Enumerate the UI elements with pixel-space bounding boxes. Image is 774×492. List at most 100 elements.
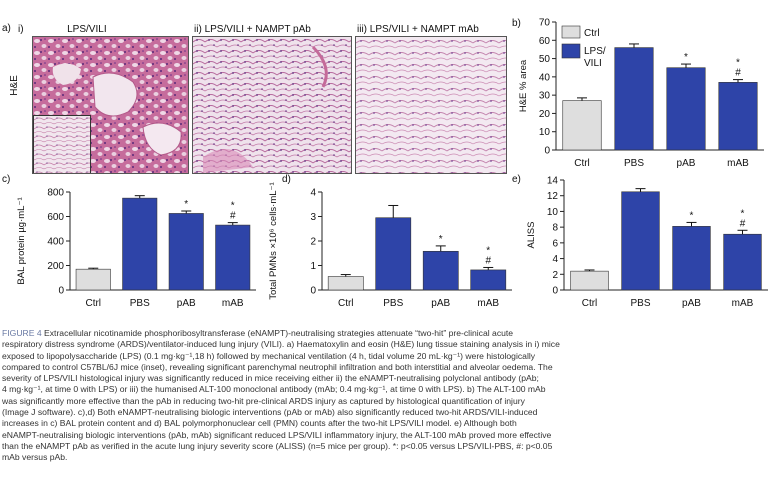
bar (422, 250, 459, 291)
panel-label: c) (2, 174, 10, 185)
panel-label: b) (512, 18, 521, 29)
legend-swatch-lps (561, 43, 581, 59)
y-axis-label: H&E % area (518, 59, 529, 112)
y-tick-label: 400 (47, 237, 64, 248)
chart-c-bal-protein: c) 0 200 400 600 800 BAL protein µg·mL⁻¹ Ctrl PB… (2, 174, 256, 309)
significance-marker: * (736, 58, 740, 69)
y-tick-label: 20 (539, 109, 551, 120)
histo-title-i: i) LPS/VILI (18, 24, 107, 35)
caption-line-5: 4 mg·kg⁻¹, at time 0 with LPS) or iii) t… (2, 384, 546, 395)
caption-line-1: respiratory distress syndrome (ARDS)/ven… (2, 339, 560, 350)
bar (666, 67, 706, 151)
y-tick-label: 0 (310, 286, 316, 297)
x-tick-label: PBS (383, 298, 403, 309)
x-tick-label: Ctrl (582, 298, 598, 309)
histo-roman-ii: ii) (194, 24, 202, 35)
y-tick-label: 2 (310, 237, 316, 248)
significance-marker: * (741, 208, 745, 219)
caption-line-2: exposed to lipopolysaccharide (LPS) (0.1… (2, 350, 536, 361)
significance-marker: # (230, 211, 236, 222)
histo-title-iii: iii) LPS/VILI + NAMPT mAb (357, 24, 479, 35)
legend-swatch-ctrl (561, 25, 581, 39)
y-tick-label: 3 (310, 212, 316, 223)
histo-roman-iii: iii) (357, 24, 367, 35)
bar (570, 270, 609, 291)
histology-texture-iii (356, 37, 506, 173)
y-tick-label: 2 (552, 270, 558, 281)
legend-label-lps: VILI (584, 58, 602, 69)
y-tick-label: 70 (539, 18, 551, 29)
y-tick-label: 14 (547, 176, 559, 187)
figure-caption: FIGURE 4 Extracellular nicotinamide phos… (2, 328, 772, 464)
panel-label: e) (512, 174, 521, 185)
x-tick-label: mAB (727, 158, 749, 169)
x-tick-label: pAB (682, 298, 701, 309)
caption-line-6: was significantly more effective than th… (2, 395, 525, 406)
y-tick-label: 200 (47, 261, 64, 272)
caption-line-7: (Image J software). c),d) Both eNAMPT-ne… (2, 407, 538, 418)
significance-marker: * (231, 201, 235, 212)
y-tick-label: 800 (47, 188, 64, 199)
significance-marker: * (486, 245, 490, 256)
x-tick-label: Ctrl (574, 158, 590, 169)
y-axis-label: BAL protein µg·mL⁻¹ (16, 197, 27, 284)
x-tick-label: Ctrl (338, 298, 354, 309)
significance-marker: * (184, 199, 188, 210)
bar (718, 82, 758, 151)
y-tick-label: 0 (544, 146, 550, 157)
histology-image-pab (192, 36, 352, 174)
caption-line-4: severity of LPS/VILI histological injury… (2, 373, 539, 384)
caption-figure-number: FIGURE 4 (2, 328, 42, 338)
y-tick-label: 40 (539, 72, 551, 83)
histology-image-mab (355, 36, 507, 174)
bar (562, 100, 602, 151)
y-tick-label: 1 (310, 261, 316, 272)
bar (327, 276, 364, 291)
significance-marker: # (735, 68, 741, 79)
significance-marker: # (485, 255, 491, 266)
x-tick-label: pAB (431, 298, 450, 309)
y-axis-label: ALISS (526, 222, 537, 249)
histo-title-text-ii: LPS/VILI + NAMPT pAb (204, 24, 311, 35)
bar (723, 233, 762, 291)
y-tick-label: 12 (547, 191, 559, 202)
caption-line-8: increases in c) BAL protein content and … (2, 418, 517, 429)
x-tick-label: mAB (732, 298, 754, 309)
histo-title-text-i: LPS/VILI (67, 24, 107, 35)
significance-marker: * (439, 234, 443, 245)
significance-marker: * (690, 210, 694, 221)
bar (75, 268, 111, 291)
y-tick-label: 60 (539, 36, 551, 47)
chart-d-pmn: d) 0 1 2 3 4 Total PMNs ×10⁶ cells·mL⁻¹ Ctrl PBS… (268, 174, 512, 309)
histology-image-lps-vili (32, 36, 189, 174)
bar (470, 269, 507, 291)
bar (375, 217, 412, 291)
y-tick-label: 10 (539, 127, 551, 138)
legend-label-lps: LPS/ (584, 46, 606, 57)
control-inset-image (33, 115, 91, 173)
y-axis-label: Total PMNs ×10⁶ cells·mL⁻¹ (268, 182, 279, 299)
panel-a-label: a) (2, 23, 11, 34)
caption-line-9: eNAMPT-neutralising biologic interventio… (2, 429, 552, 440)
legend-label-ctrl: Ctrl (584, 28, 600, 39)
panel-label: d) (282, 174, 291, 185)
y-tick-label: 8 (552, 223, 558, 234)
x-tick-label: pAB (677, 158, 696, 169)
y-tick-label: 4 (310, 188, 316, 199)
y-tick-label: 30 (539, 91, 551, 102)
x-tick-label: Ctrl (85, 298, 101, 309)
y-tick-label: 0 (552, 286, 558, 297)
y-tick-label: 0 (58, 286, 64, 297)
bar (614, 47, 654, 151)
x-tick-label: PBS (130, 298, 150, 309)
bar (672, 226, 711, 291)
caption-line-11: mAb versus pAb. (2, 452, 68, 463)
caption-line-3: compared to control C57BL/6J mice (inset… (2, 361, 553, 372)
x-tick-label: mAB (477, 298, 499, 309)
y-tick-label: 6 (552, 238, 558, 249)
caption-line-10: than the eNAMPT pAb as verified in the a… (2, 440, 553, 451)
x-tick-label: pAB (177, 298, 196, 309)
y-tick-label: 50 (539, 54, 551, 65)
